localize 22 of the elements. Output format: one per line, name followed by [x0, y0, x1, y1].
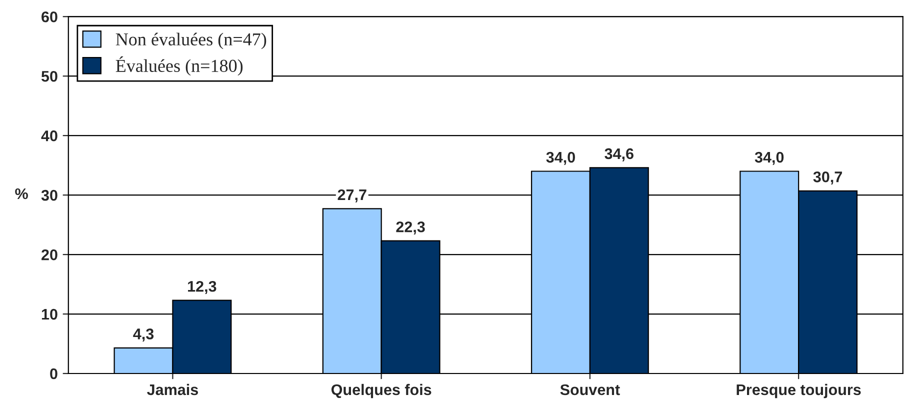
data-label: 34,0 — [754, 152, 784, 165]
x-tick-label: Presque toujours — [736, 384, 861, 398]
y-axis-title: % — [15, 188, 28, 200]
y-tick-label: 30 — [41, 190, 58, 201]
y-tick-label: 60 — [42, 11, 58, 22]
y-tick-label: 50 — [41, 70, 58, 82]
y-tick-label: 10 — [42, 308, 58, 320]
x-tick-label: Souvent — [560, 384, 620, 396]
data-label: 12,3 — [188, 280, 216, 294]
data-label: 34,6 — [604, 148, 634, 162]
legend-label: Non évaluées (n=47) — [116, 32, 266, 50]
y-tick-label: 40 — [41, 130, 58, 142]
y-tick-label: 20 — [42, 249, 58, 260]
legend-label: Évaluées (n=180) — [116, 56, 243, 76]
x-tick-label: Jamais — [147, 384, 198, 396]
y-tick-label: 0 — [50, 368, 58, 380]
x-tick-label: Quelques fois — [331, 384, 432, 398]
data-label: 4,3 — [133, 328, 154, 342]
data-label: 34,0 — [546, 152, 575, 165]
data-label: 22,3 — [396, 221, 425, 234]
data-label: 30,7 — [813, 171, 842, 185]
data-label: 27,7 — [338, 189, 366, 202]
